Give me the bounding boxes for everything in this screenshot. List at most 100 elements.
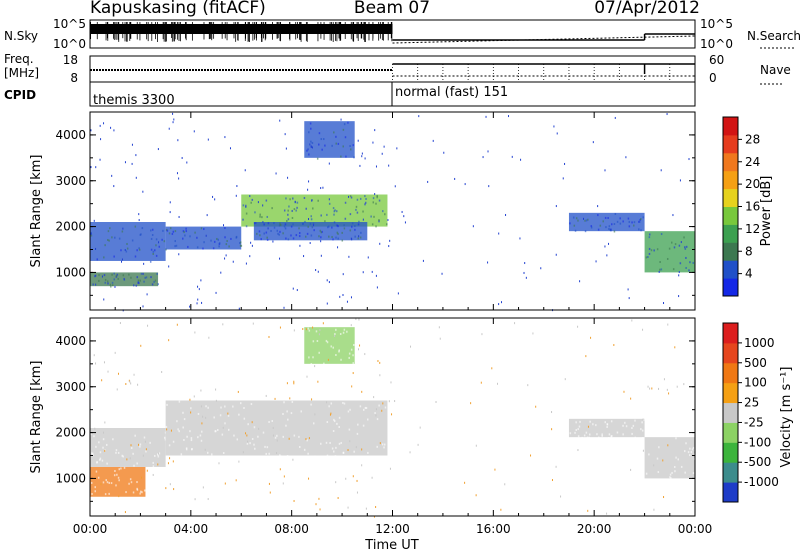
scatter-echo <box>308 180 310 183</box>
scatter-echo <box>242 451 244 454</box>
colorbar-tick-label: -1000 <box>744 475 779 489</box>
echo-speckle <box>90 234 93 237</box>
echo-speckle <box>143 436 146 439</box>
echo-speckle <box>139 279 142 282</box>
nsky-trace <box>90 22 696 44</box>
echo-speckle <box>189 430 191 433</box>
scatter-echo <box>102 431 104 434</box>
echo-speckle <box>347 410 350 413</box>
scatter-echo <box>389 239 391 242</box>
scatter-echo <box>417 443 419 446</box>
scatter-echo <box>396 147 398 150</box>
echo-speckle <box>577 435 580 438</box>
echo-speckle <box>669 473 672 476</box>
echo-speckle <box>190 407 192 410</box>
echo-speckle <box>174 240 176 243</box>
scatter-echo <box>207 498 209 501</box>
echo-speckle <box>310 403 312 406</box>
scatter-echo <box>119 322 121 325</box>
echo-speckle <box>91 452 93 455</box>
echo-speckle <box>177 428 179 431</box>
colorbar-swatch <box>723 206 738 225</box>
scatter-echo <box>388 400 390 403</box>
echo-speckle <box>685 256 687 259</box>
scatter-echo <box>432 139 434 142</box>
scatter-echo <box>441 272 443 275</box>
echo-speckle <box>683 450 686 453</box>
echo-speckle <box>344 201 347 204</box>
echo-speckle <box>335 135 337 138</box>
echo-speckle <box>660 233 663 236</box>
echo-speckle <box>102 446 104 449</box>
echo-speckle <box>109 283 112 286</box>
echo-speckle <box>348 352 351 355</box>
scatter-echo <box>666 113 668 116</box>
echo-band <box>165 400 388 456</box>
scatter-echo <box>642 449 644 452</box>
scatter-echo <box>138 219 140 222</box>
scatter-echo <box>347 449 349 452</box>
echo-speckle <box>242 204 245 207</box>
scatter-echo <box>101 379 103 382</box>
echo-speckle <box>575 428 578 431</box>
echo-speckle <box>96 258 99 261</box>
scatter-echo <box>358 235 360 238</box>
scatter-echo <box>169 201 171 204</box>
echo-speckle <box>362 408 365 411</box>
scatter-echo <box>530 454 532 457</box>
scatter-echo <box>283 475 285 478</box>
echo-speckle <box>328 225 330 228</box>
echo-speckle <box>328 405 330 408</box>
echo-speckle <box>186 435 188 438</box>
echo-speckle <box>298 235 301 238</box>
echo-speckle <box>666 257 669 260</box>
echo-speckle <box>266 215 269 218</box>
echo-speckle <box>236 438 239 441</box>
echo-speckle <box>293 208 296 211</box>
velocity-panel: 1000 2000 3000 4000 Slant Range [km] 1000 50… <box>29 317 794 518</box>
scatter-echo <box>142 305 144 308</box>
scatter-echo <box>307 188 309 191</box>
scatter-echo <box>99 158 101 161</box>
scatter-echo <box>524 262 526 265</box>
echo-speckle <box>137 281 140 284</box>
scatter-echo <box>252 322 254 325</box>
echo-speckle <box>95 470 98 473</box>
scatter-echo <box>284 133 286 136</box>
echo-speckle <box>196 246 199 249</box>
scatter-echo <box>110 126 112 129</box>
echo-speckle <box>111 284 114 287</box>
scatter-echo <box>100 483 102 486</box>
scatter-echo <box>678 295 680 298</box>
echo-speckle <box>586 436 589 439</box>
echo-speckle <box>220 406 222 409</box>
echo-speckle <box>577 428 579 431</box>
scatter-echo <box>326 302 328 305</box>
echo-speckle <box>287 418 289 421</box>
echo-speckle <box>694 451 697 454</box>
scatter-echo <box>394 185 396 188</box>
scatter-echo <box>678 271 680 274</box>
scatter-echo <box>193 395 195 398</box>
scatter-echo <box>361 464 363 467</box>
scatter-echo <box>334 334 336 337</box>
echo-speckle <box>114 285 116 288</box>
scatter-echo <box>293 499 295 502</box>
scatter-echo <box>328 198 330 201</box>
echo-speckle <box>332 207 335 210</box>
echo-speckle <box>225 243 228 246</box>
echo-speckle <box>631 221 633 224</box>
scatter-echo <box>249 195 251 198</box>
echo-speckle <box>360 231 362 234</box>
scatter-echo <box>157 148 159 151</box>
echo-speckle <box>145 450 147 453</box>
nsearch-tick-top: 10^5 <box>700 17 733 31</box>
scatter-echo <box>208 336 210 339</box>
scatter-echo <box>388 245 390 248</box>
echo-speckle <box>226 240 228 243</box>
scatter-echo <box>262 204 264 207</box>
echo-speckle <box>631 427 633 430</box>
scatter-echo <box>672 214 674 217</box>
scatter-echo <box>129 457 131 460</box>
echo-speckle <box>213 240 216 243</box>
